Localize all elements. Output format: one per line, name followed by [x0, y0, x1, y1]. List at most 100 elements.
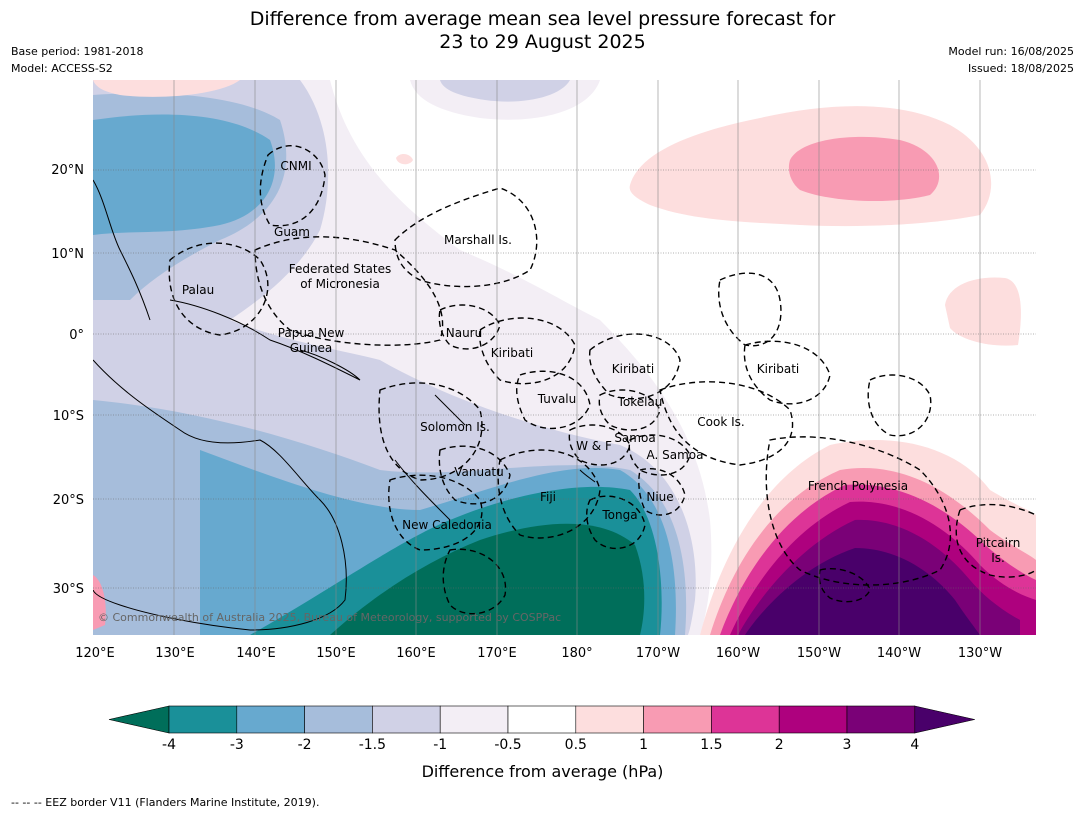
colorbar-tick-label: -1 [433, 737, 448, 753]
title-line-1: Difference from average mean sea level p… [249, 8, 836, 30]
label-guam: Guam [274, 225, 310, 239]
contour-pos05-east [945, 277, 1021, 346]
colorbar-bin [439, 705, 509, 734]
colorbar-bin [507, 705, 577, 734]
colorbar-bin [372, 705, 441, 734]
label-vanuatu: Vanuatu [454, 465, 504, 479]
lon-label: 120°E [75, 646, 115, 661]
colorbar-tick-label: -1.5 [358, 737, 387, 753]
label-palau: Palau [182, 283, 214, 297]
lat-label: 30°S [53, 582, 84, 597]
lon-label: 140°E [236, 646, 276, 661]
colorbar-tick-label: -3 [229, 737, 244, 753]
contour-pos4-se [745, 548, 980, 635]
label-png-1: Papua New [278, 326, 345, 340]
label-marshall: Marshall Is. [444, 233, 512, 247]
label-fiji: Fiji [540, 490, 556, 504]
label-samoa: Samoa [614, 431, 655, 445]
anomaly-contours: CNMI Guam Marshall Is. Federated States … [93, 80, 1036, 635]
header-right-info: Model run: 16/08/2025 Issued: 18/08/2025 [948, 43, 1074, 77]
lon-label: 130°E [155, 646, 195, 661]
lon-label: 150°W [797, 646, 841, 661]
lon-label: 140°W [877, 646, 921, 661]
colorbar-bin [304, 705, 373, 734]
label-kiribati-central: Kiribati [612, 362, 654, 376]
label-tuvalu: Tuvalu [537, 392, 577, 406]
coastlines [93, 179, 596, 631]
colorbar-title: Difference from average (hPa) [421, 762, 664, 781]
contour-pos05-small [396, 154, 413, 165]
label-kiribati-east: Kiribati [757, 362, 799, 376]
copyright-notice: © Commonwealth of Australia 2025, Bureau… [98, 611, 561, 624]
label-tokelau: Tokelau [617, 395, 663, 409]
colorbar-bin [711, 705, 780, 734]
contour-pos1-north [788, 136, 940, 202]
lon-label: 170°W [636, 646, 680, 661]
lat-label: 0° [69, 328, 84, 343]
colorbar-tick-label: -0.5 [494, 737, 522, 753]
label-tonga: Tonga [601, 508, 637, 522]
lat-label: 20°N [51, 163, 84, 178]
label-pitcairn-1: Pitcairn [976, 536, 1021, 550]
label-niue: Niue [646, 490, 673, 504]
colorbar-tick-label: 0.5 [564, 737, 587, 753]
colorbar-bin [643, 705, 712, 734]
colorbar-tick-label: -4 [162, 737, 176, 753]
label-pitcairn-2: Is. [991, 551, 1005, 565]
label-png-2: Guinea [290, 341, 333, 355]
label-kiribati-west: Kiribati [491, 346, 533, 360]
header-left-info: Base period: 1981-2018 Model: ACCESS-S2 [11, 43, 143, 77]
label-new-caledonia: New Caledonia [402, 518, 492, 532]
colorbar-bin [778, 705, 848, 734]
label-french-polynesia: French Polynesia [808, 479, 908, 493]
title-line-2: 23 to 29 August 2025 [439, 31, 646, 53]
graticule [93, 169, 1036, 589]
colorbar-extend-high [914, 705, 975, 734]
model-name: Model: ACCESS-S2 [11, 62, 113, 75]
label-wallis-futuna: W & F [576, 439, 612, 453]
lon-label: 130°W [958, 646, 1002, 661]
colorbar-tick-label: 1.5 [700, 737, 723, 753]
place-labels: CNMI Guam Marshall Is. Federated States … [182, 159, 1020, 565]
colorbar-bin [846, 705, 916, 734]
contour-neg1-north [440, 80, 570, 102]
contour-pos05-topleft [93, 80, 240, 97]
label-cook-islands: Cook Is. [697, 415, 744, 429]
label-fsm-2: of Micronesia [300, 277, 380, 291]
label-american-samoa: A. Samoa [647, 448, 704, 462]
colorbar-bin [168, 705, 238, 734]
colorbar [108, 705, 975, 734]
colorbar-bin [575, 705, 644, 734]
label-cnmi: CNMI [280, 159, 311, 173]
contour-pos-sw [93, 575, 106, 630]
map-title: Difference from average mean sea level p… [0, 8, 1085, 54]
label-fsm-1: Federated States [289, 262, 391, 276]
lon-label: 160°E [396, 646, 436, 661]
latitude-labels: 20°N 10°N 0° 10°S 20°S 30°S [51, 163, 84, 597]
lat-label: 20°S [53, 493, 84, 508]
base-period: Base period: 1981-2018 [11, 45, 144, 58]
lon-label: 180° [561, 646, 592, 661]
longitude-labels: 120°E 130°E 140°E 150°E 160°E 170°E 180°… [75, 646, 1002, 661]
colorbar-extend-low [108, 705, 170, 734]
lat-label: 10°N [51, 247, 84, 262]
contour-neg4 [330, 523, 645, 635]
colorbar-tick-label: 2 [774, 737, 784, 753]
label-nauru: Nauru [446, 326, 482, 340]
colorbar-tick-label: -2 [297, 737, 312, 753]
colorbar-tick-label: 3 [842, 737, 852, 753]
lat-label: 10°S [53, 409, 84, 424]
label-solomon: Solomon Is. [420, 420, 490, 434]
issued-date: Issued: 18/08/2025 [967, 62, 1074, 75]
lon-label: 150°E [316, 646, 356, 661]
contour-neg2 [93, 114, 275, 235]
colorbar-bin [236, 705, 305, 734]
colorbar-tick-label: 4 [910, 737, 920, 753]
lon-label: 160°W [716, 646, 760, 661]
eez-footnote: -- -- -- EEZ border V11 (Flanders Marine… [11, 796, 320, 809]
eez-borders [168, 145, 1036, 615]
model-run: Model run: 16/08/2025 [948, 45, 1074, 58]
lon-label: 170°E [477, 646, 517, 661]
meridians [173, 80, 981, 635]
